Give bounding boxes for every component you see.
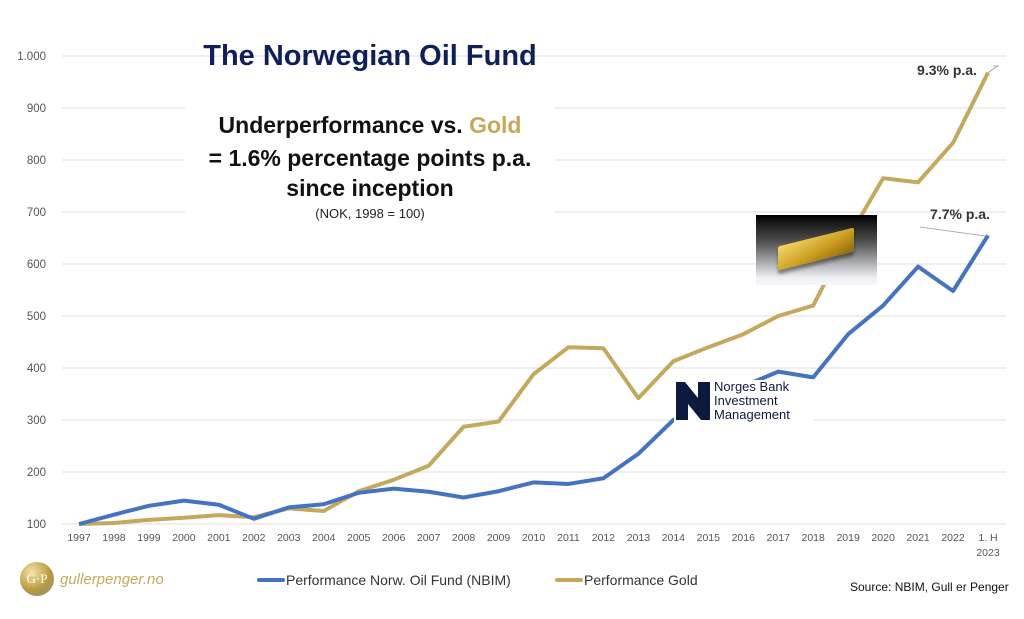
x-tick-label: 2014: [662, 532, 686, 544]
subtitle-line-1: Underperformance vs. Gold: [150, 112, 590, 139]
x-tick-label: 2003: [277, 532, 301, 544]
legend-item-nbim: Performance Norw. Oil Fund (NBIM): [257, 572, 511, 588]
x-tick-label: 1997: [67, 532, 91, 544]
nbim-line: Investment: [714, 393, 778, 408]
x-tick-label: 2007: [417, 532, 441, 544]
subtitle-line-2: = 1.6% percentage points p.a.: [208, 145, 532, 171]
x-tick-label: 2008: [452, 532, 476, 544]
x-tick-label: 2001: [207, 532, 231, 544]
brand-name: gullerpenger.no: [60, 570, 164, 588]
nbim-logo: Norges Bank Investment Management: [674, 380, 814, 424]
nbim-line: Norges Bank: [714, 379, 790, 394]
nbim-line: Management: [714, 407, 790, 422]
leader-line: [919, 226, 989, 237]
nbim-n-icon: [676, 382, 710, 420]
y-tick-label: 200: [27, 467, 46, 479]
end-label: 7.7% p.a.: [930, 206, 990, 222]
x-tick-label: 2022: [941, 532, 965, 544]
x-tick-label: 2012: [592, 532, 616, 544]
x-tick-label: 2006: [382, 532, 406, 544]
x-tick-label: 2023: [976, 547, 1000, 559]
y-tick-label: 500: [27, 311, 46, 323]
y-tick-label: 800: [27, 155, 46, 167]
gullerpenger-logo: G·P gullerpenger.no: [20, 562, 164, 596]
y-tick-label: 1.000: [17, 51, 46, 63]
x-tick-label: 2017: [767, 532, 791, 544]
end-label: 9.3% p.a.: [917, 62, 977, 78]
x-tick-label: 1. H: [978, 532, 997, 544]
x-tick-label: 2021: [906, 532, 930, 544]
x-tick-label: 2018: [802, 532, 826, 544]
subtitle-prefix: Underperformance vs.: [218, 112, 470, 138]
x-tick-label: 1998: [102, 532, 126, 544]
y-tick-label: 600: [27, 259, 46, 271]
text-backdrop: [185, 106, 555, 214]
subtitle-gold: Gold: [469, 112, 522, 138]
gold-bar-icon: [778, 227, 854, 271]
legend-label: Performance Norw. Oil Fund (NBIM): [286, 572, 511, 588]
x-tick-label: 2005: [347, 532, 371, 544]
chart-title: The Norwegian Oil Fund: [203, 40, 537, 72]
source-text: Source: NBIM, Gull er Penger: [850, 580, 1009, 594]
legend-swatch: [257, 578, 285, 582]
y-tick-label: 400: [27, 363, 46, 375]
series-line-nbim: [78, 234, 990, 526]
subtitle-line-3: since inception: [286, 175, 454, 201]
y-tick-label: 900: [27, 103, 46, 115]
y-tick-label: 300: [27, 415, 46, 427]
y-tick-label: 700: [27, 207, 46, 219]
chart-note: (NOK, 1998 = 100): [315, 206, 425, 221]
x-tick-label: 2020: [871, 532, 895, 544]
x-tick-label: 2015: [697, 532, 721, 544]
x-tick-label: 2011: [557, 532, 580, 544]
gold-bar-image: [756, 215, 877, 285]
legend-label: Performance Gold: [584, 572, 698, 588]
x-tick-label: 2004: [312, 532, 336, 544]
legend-item-gold: Performance Gold: [555, 572, 698, 588]
x-tick-label: 2016: [732, 532, 756, 544]
legend-swatch: [555, 578, 583, 582]
x-tick-label: 2013: [627, 532, 651, 544]
x-tick-label: 2000: [172, 532, 196, 544]
leader-line: [987, 65, 1000, 73]
gp-coin-icon: G·P: [20, 562, 54, 596]
x-tick-label: 2009: [487, 532, 511, 544]
x-tick-label: 2010: [522, 532, 546, 544]
nbim-logo-text: Norges Bank Investment Management: [714, 380, 790, 422]
y-tick-label: 100: [27, 519, 46, 531]
x-tick-label: 1999: [137, 532, 161, 544]
x-tick-label: 2019: [836, 532, 860, 544]
x-tick-label: 2002: [242, 532, 266, 544]
